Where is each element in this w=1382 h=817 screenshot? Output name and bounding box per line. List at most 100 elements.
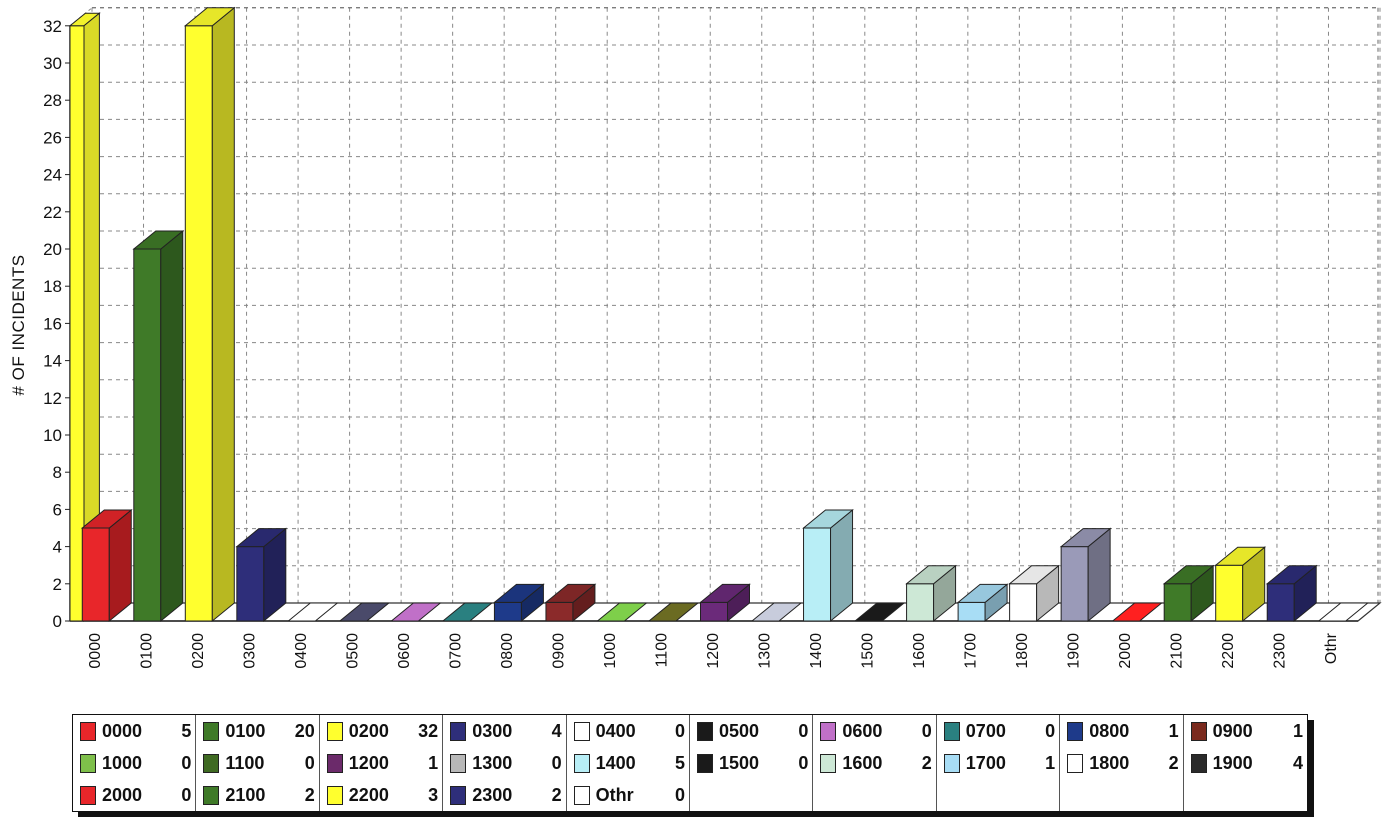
bar-0200: [183, 6, 236, 623]
legend-value: 2: [921, 752, 932, 773]
legend-swatch: [1067, 721, 1084, 741]
x-tick-label: 2200: [1220, 633, 1237, 669]
legend-cell: 2300 2: [443, 779, 567, 811]
legend-value: 0: [674, 784, 685, 805]
x-tick-label: Othr: [1323, 632, 1340, 664]
legend-label: 0400: [595, 720, 636, 741]
legend-value: 0: [674, 720, 685, 741]
legend-swatch: [80, 721, 96, 741]
x-tick-label: 1200: [705, 633, 722, 669]
x-tick-label: 0900: [550, 633, 567, 669]
x-tick-label: 0800: [499, 633, 516, 669]
legend-value: 2: [304, 784, 315, 805]
legend-cell: 0700 0: [937, 715, 1061, 747]
y-tick-label: 16: [43, 314, 62, 333]
bar-0100: [132, 229, 185, 623]
y-tick-label: 4: [53, 538, 62, 557]
legend-cell: 1400 5: [567, 747, 690, 779]
bar-1300: [750, 602, 803, 622]
legend-value: 1: [1168, 720, 1179, 741]
legend-swatch: [697, 721, 713, 741]
legend-cell: 1200 1: [320, 747, 444, 779]
legend-label: 1900: [1212, 752, 1253, 773]
x-tick-label: 0100: [138, 633, 155, 669]
legend-cell: 0500 0: [690, 715, 814, 747]
legend-cell: 0600 0: [813, 715, 937, 747]
legend-cell: 0900 1: [1184, 715, 1307, 747]
y-tick-label: 0: [53, 612, 62, 631]
bar-1800: [1008, 564, 1061, 623]
legend-value: 2: [551, 784, 562, 805]
bar-2300: [1265, 564, 1318, 623]
legend-cell: 1500 0: [690, 747, 814, 779]
x-tick-label: 0400: [293, 633, 310, 669]
bar-2200: [1214, 546, 1267, 623]
bar-0600: [389, 602, 442, 622]
y-tick-label: 20: [43, 240, 62, 259]
legend-value: 0: [181, 784, 192, 805]
bar-1400: [802, 508, 854, 623]
legend-value: 0: [181, 752, 192, 773]
legend-swatch: [1190, 721, 1207, 741]
background-bar: [68, 12, 101, 623]
legend-swatch: [1067, 753, 1084, 773]
y-tick-label: 6: [53, 500, 62, 519]
legend-cell: 0200 32: [320, 715, 444, 747]
legend-label: 0100: [225, 720, 266, 741]
x-tick-label: 0500: [344, 633, 361, 669]
x-tick-label: 0700: [447, 633, 464, 669]
legend-value: 2: [1168, 752, 1179, 773]
legend-cell: 1700 1: [937, 747, 1061, 779]
legend-swatch: [820, 753, 837, 773]
x-tick-label: 1100: [653, 633, 670, 668]
legend-cell: 2000 0: [73, 779, 197, 811]
legend-swatch: [573, 753, 590, 773]
legend-cell: 1100 0: [196, 747, 320, 779]
legend-label: 0300: [472, 720, 513, 741]
legend-cell: 0300 4: [443, 715, 567, 747]
legend-swatch: [203, 753, 220, 773]
y-tick-label: 28: [43, 91, 62, 110]
legend-swatch: [203, 721, 220, 741]
x-tick-label: 2300: [1272, 633, 1289, 669]
legend-swatch: [203, 785, 220, 805]
legend-label: 1200: [348, 752, 389, 773]
x-tick-label: 1800: [1014, 633, 1031, 669]
legend-label: 2300: [472, 784, 513, 805]
legend-value: 4: [551, 720, 562, 741]
bar-0900: [544, 583, 597, 623]
legend-cell: 1800 2: [1060, 747, 1184, 779]
legend-label: 0600: [842, 720, 883, 741]
legend-label: 0500: [719, 720, 760, 741]
legend-label: 0800: [1089, 720, 1130, 741]
y-tick-label: 30: [43, 54, 62, 73]
legend-value: 1: [428, 752, 439, 773]
legend-cell: [813, 779, 937, 811]
legend-value: 0: [798, 720, 809, 741]
legend-swatch: [326, 785, 343, 805]
legend-cell: 0800 1: [1060, 715, 1184, 747]
bar-1000: [596, 602, 648, 622]
legend-cell: 0100 20: [196, 715, 320, 747]
legend-cell: [690, 779, 814, 811]
legend-swatch: [450, 721, 467, 741]
y-tick-label: 32: [43, 17, 62, 36]
legend-swatch: [326, 753, 343, 773]
legend-swatch: [326, 721, 343, 741]
legend-label: 2000: [102, 784, 143, 805]
legend-cell: 1300 0: [443, 747, 567, 779]
legend-swatch: [820, 721, 837, 741]
legend-cell: 2100 2: [196, 779, 320, 811]
legend-label: 1500: [719, 752, 760, 773]
legend-cell: 0000 5: [73, 715, 197, 747]
legend-label: 2100: [225, 784, 266, 805]
legend-label: 1100: [225, 752, 265, 773]
legend-label: 0200: [348, 720, 389, 741]
legend-label: 1300: [472, 752, 513, 773]
legend-value: 0: [304, 752, 315, 773]
chart-bars: [68, 6, 1370, 623]
legend-cell: 1600 2: [813, 747, 937, 779]
legend-swatch: [943, 753, 960, 773]
